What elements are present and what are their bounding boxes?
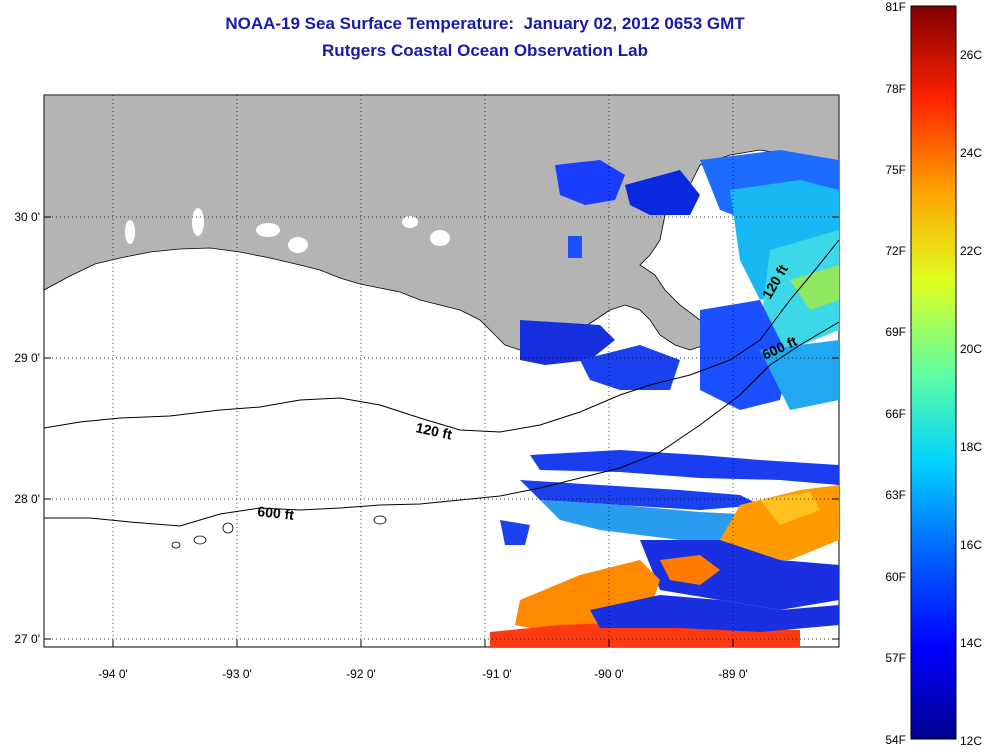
- lat-label: 30 0': [14, 210, 40, 224]
- colorbar-f-label: 75F: [885, 163, 906, 177]
- lake: [256, 223, 280, 237]
- contour-label-600ft: 600 ft: [257, 503, 295, 523]
- contour-label-120ft: 120 ft: [414, 419, 453, 442]
- lake: [430, 230, 450, 246]
- colorbar-f-label: 63F: [885, 488, 906, 502]
- colorbar-c-label: 18C: [960, 440, 982, 454]
- graticule: [44, 95, 839, 647]
- lon-label: -89 0': [718, 667, 748, 681]
- lat-label: 27 0': [14, 632, 40, 646]
- lake: [125, 220, 135, 244]
- colorbar-f-label: 69F: [885, 325, 906, 339]
- lon-label: -92 0': [346, 667, 376, 681]
- colorbar-c-label: 12C: [960, 734, 982, 748]
- contour-ring: [373, 515, 387, 525]
- colorbar-c-label: 22C: [960, 244, 982, 258]
- colorbar-c-label: 20C: [960, 342, 982, 356]
- lat-label: 29 0': [14, 351, 40, 365]
- map-title: NOAA-19 Sea Surface Temperature: January…: [225, 14, 745, 33]
- lon-label: -90 0': [594, 667, 624, 681]
- colorbar-c-label: 14C: [960, 636, 982, 650]
- colorbar-f-label: 66F: [885, 407, 906, 421]
- colorbar-f-label: 60F: [885, 570, 906, 584]
- contour-ring: [171, 541, 181, 549]
- colorbar-c-label: 24C: [960, 146, 982, 160]
- lake: [192, 208, 204, 236]
- colorbar-f-label: 78F: [885, 82, 906, 96]
- colorbar-f-label: 57F: [885, 651, 906, 665]
- contour-120ft-line: [44, 239, 839, 433]
- colorbar-f-label: 72F: [885, 244, 906, 258]
- contour-600ft-line: [44, 321, 839, 527]
- lon-label: -93 0': [222, 667, 252, 681]
- map-subtitle: Rutgers Coastal Ocean Observation Lab: [322, 41, 648, 60]
- axis-ticks: [44, 216, 839, 647]
- colorbar-f-label: 54F: [885, 733, 906, 747]
- lon-label: -94 0': [98, 667, 128, 681]
- colorbar: [910, 5, 957, 740]
- lake: [288, 237, 308, 253]
- contour-ring: [222, 522, 234, 534]
- contour-ring: [193, 535, 207, 545]
- colorbar-f-label: 81F: [885, 0, 906, 14]
- lon-label: -91 0': [482, 667, 512, 681]
- lat-label: 28 0': [14, 492, 40, 506]
- lake: [402, 216, 418, 228]
- sst-data-layer: [490, 150, 839, 647]
- colorbar-c-label: 16C: [960, 538, 982, 552]
- colorbar-c-label: 26C: [960, 48, 982, 62]
